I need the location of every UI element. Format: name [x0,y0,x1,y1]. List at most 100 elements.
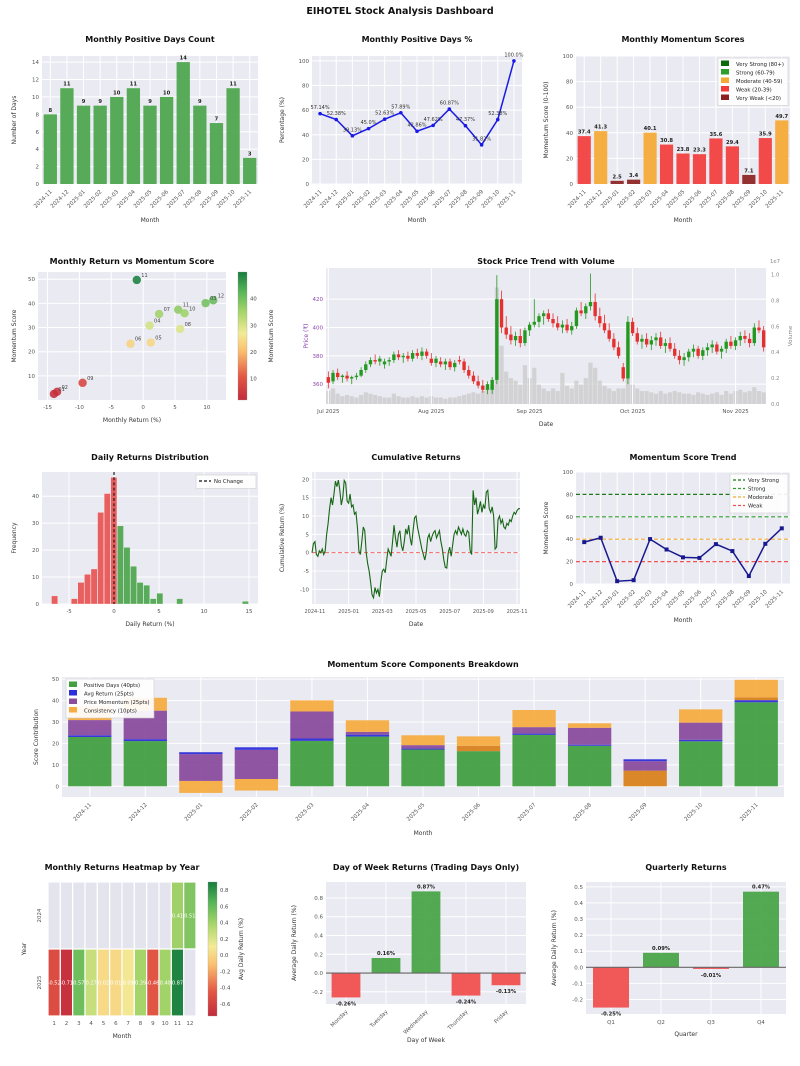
y-tick-label: 100 [563,54,574,60]
bar [659,144,674,184]
chart-title: Stock Price Trend with Volume [477,257,615,266]
bar [627,179,641,184]
volume-bar [681,393,687,404]
stack-segment [567,745,612,787]
bar [243,157,257,184]
hist-bar [130,566,137,605]
bar-value-label: 29.4 [726,140,739,146]
legend-box [717,57,789,106]
candle-body [336,372,340,378]
x-tick-label: 2025-04 [350,802,371,823]
volume-bar [387,397,392,404]
candle-body [420,351,424,356]
stack-segment [179,780,223,793]
data-point [512,59,516,63]
volume-bar [583,378,588,404]
candle-body [598,316,602,324]
cell-value: 0.02 [98,981,109,987]
x-tick-label: 8 [139,1021,143,1027]
colorbar-tick: 30 [250,323,257,329]
heatmap-cell [146,881,160,950]
volume-bar [438,397,443,404]
data-point [681,555,685,560]
chart-title: Cumulative Returns [371,453,460,462]
candle-body [523,330,527,344]
volume-bar [550,388,556,404]
data-point [350,134,355,138]
bar [593,967,629,1008]
legend-swatch [721,94,729,100]
candle-body [537,316,541,322]
bar-value-label: 11 [130,82,138,88]
point-label: 01 [58,387,64,393]
data-point [447,107,452,111]
candle-body [499,299,504,328]
volume-bar [349,396,354,404]
point-label: 12 [218,293,224,299]
chart-title: Day of Week Returns (Trading Days Only) [333,863,519,872]
y-axis-label: Price (₹) [303,323,310,348]
x-axis-label: Month [414,830,433,837]
y-tick-label: 80 [566,80,573,86]
x-tick-label: 5 [173,405,177,411]
bar [110,96,124,184]
volume-bar [485,388,490,404]
bar [371,958,401,974]
heatmap-cell [47,881,61,950]
candle-body [350,377,354,379]
candle-body [682,357,686,361]
volume-bar [724,391,729,404]
heatmap-cell [158,881,172,950]
stack-segment [290,711,334,739]
hist-bar [242,601,249,605]
point-label: 39.13% [343,127,362,133]
x-tick-label: 2025-11 [233,189,253,209]
bar [676,153,690,184]
bar [742,174,756,184]
y-axis-label: Cumulative Return (%) [279,504,286,572]
bar [411,891,441,974]
data-point [664,547,669,552]
heatmap-cell [59,881,74,950]
x-tick-label: Oct 2025 [620,409,646,415]
colorbar-tick: 40 [250,297,257,303]
chart-cumulative-returns: -10 -5 0 5 10 15 20 Cumulative Returns Date Cumul… [276,448,530,646]
bar [577,136,591,184]
candle-body [612,338,616,348]
chart-svg: 0 10 20 30 40 50 2024-11 2024-12 2025-01 2025-02 2… [33,660,784,837]
bar [159,96,174,184]
y-axis-label: Momentum Score [543,501,550,554]
chart-svg: 0204060801002024-112024-122025-012025-02… [543,453,790,624]
cell-value: -0.46 [146,981,159,987]
candle-body [687,351,691,358]
candle-body [345,375,349,379]
volume-bar [410,396,415,404]
candle-body [401,355,405,358]
chart-title: Monthly Momentum Scores [621,35,744,44]
y-tick-label: 0 [306,551,310,557]
data-point [318,111,322,116]
bar-value-label: 30.8 [660,138,673,144]
x-tick-label: 10 [201,609,208,615]
point-label: 57.14% [311,105,330,111]
y-axis-label: Number of Days [11,96,18,145]
colorbar-label: Avg Daily Return (%) [238,918,245,980]
candle-body [560,324,565,328]
x-tick-label: 2025-01 [184,802,204,822]
data-point [713,542,718,547]
chart-return-vs-momentum-scatter: 10 20 30 40 50 -15 -10 -5 0 5 10 Monthly Return vs … [8,252,300,446]
bar [643,952,679,968]
volume-bar [611,391,616,404]
line-series [311,478,520,600]
bar [76,105,91,184]
candle-body [541,313,546,317]
y-tick-label: 380 [313,354,324,360]
candle-body [752,327,756,344]
chart-day-of-week-returns: -0.2 0.0 0.2 0.4 0.6 0.8 Monday Tuesday Wednesda… [288,858,536,1056]
bar [643,132,657,184]
scatter-point [209,296,218,305]
hist-bar [156,593,164,605]
colorbar-tick: 10 [250,377,257,383]
stack-segment [401,749,445,787]
x-tick-label: 0 [112,609,116,615]
